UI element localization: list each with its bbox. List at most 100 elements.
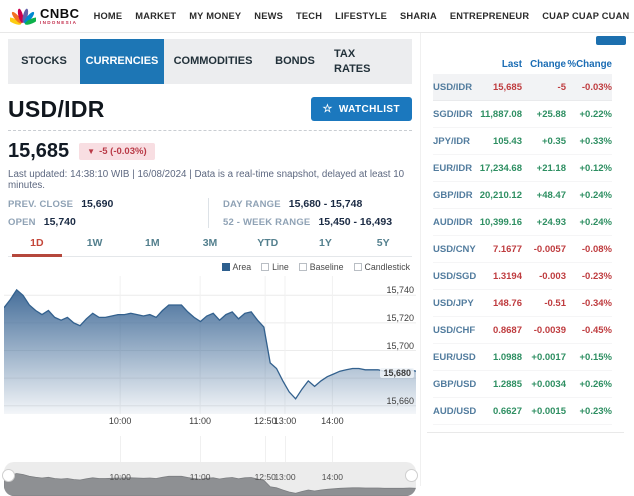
fx-pair-link[interactable]: USD/CHF <box>433 325 477 336</box>
fx-change-value: +0.0034 <box>522 379 566 390</box>
tab-currencies[interactable]: CURRENCIES <box>80 39 164 84</box>
period-3m[interactable]: 3M <box>181 237 239 256</box>
page: CNBC INDONESIA HOME MARKET MY MONEY NEWS TEC… <box>0 0 634 486</box>
fx-pair-link[interactable]: SGD/IDR <box>433 109 477 120</box>
fx-pct-value: +0.12% <box>566 163 612 174</box>
cnbc-logo[interactable]: CNBC INDONESIA <box>10 6 80 27</box>
fx-pair-link[interactable]: USD/SGD <box>433 271 477 282</box>
tab-commodities[interactable]: COMMODITIES <box>164 39 262 84</box>
watchlist-button[interactable]: ☆ WATCHLIST <box>311 97 412 121</box>
y-axis-label-15660: 15,660 <box>386 396 414 406</box>
period-1y[interactable]: 1Y <box>297 237 355 256</box>
fx-pair-link[interactable]: USD/CNY <box>433 244 477 255</box>
nav-item-sharia[interactable]: SHARIA <box>400 11 437 21</box>
navigator-label-12-50: 12:50 <box>255 472 276 482</box>
nav-item-home[interactable]: HOME <box>94 11 123 21</box>
legend-area[interactable]: Area <box>222 262 252 272</box>
peacock-icon <box>10 6 36 27</box>
navigator-gridline-13-00 <box>285 436 286 462</box>
nav-item-market[interactable]: MARKET <box>135 11 176 21</box>
fx-pct-value: +0.22% <box>566 109 612 120</box>
nav-item-news[interactable]: NEWS <box>254 11 283 21</box>
nav-item-tech[interactable]: TECH <box>296 11 322 21</box>
checkbox-candlestick-icon <box>354 263 362 271</box>
fx-last-value: 7.1677 <box>477 244 522 255</box>
fx-pair-link[interactable]: USD/JPY <box>433 298 477 309</box>
tab-tax-rates[interactable]: TAX RATES <box>328 39 388 84</box>
stat-value-prev-close: 15,690 <box>81 198 113 210</box>
fx-last-value: 105.43 <box>477 136 522 147</box>
legend-line[interactable]: Line <box>261 262 289 272</box>
current-price: 15,685 <box>8 140 69 163</box>
fx-last-value: 1.0988 <box>477 352 522 363</box>
period-1w[interactable]: 1W <box>66 237 124 256</box>
legend-baseline[interactable]: Baseline <box>299 262 344 272</box>
fx-pct-value: +0.26% <box>566 379 612 390</box>
fx-last-value: 0.8687 <box>477 325 522 336</box>
quote-title-row: USD/IDR ☆ WATCHLIST <box>8 96 412 122</box>
star-icon: ☆ <box>323 104 333 115</box>
period-5y[interactable]: 5Y <box>354 237 412 256</box>
nav-item-cuap-cuap-cuan[interactable]: CUAP CUAP CUAN <box>542 11 629 21</box>
fx-last-value: 1.3194 <box>477 271 522 282</box>
fx-pair-link[interactable]: USD/IDR <box>433 82 477 93</box>
tab-bonds[interactable]: BONDS <box>262 39 328 84</box>
period-ytd[interactable]: YTD <box>239 237 297 256</box>
stat-value-open: 15,740 <box>44 216 76 228</box>
navigator-right-handle[interactable] <box>405 469 418 482</box>
navigator-gridline-14-00 <box>332 436 333 462</box>
fx-pair-link[interactable]: GBP/IDR <box>433 190 477 201</box>
checkbox-baseline-icon <box>299 263 307 271</box>
watchlist-label: WATCHLIST <box>339 104 400 115</box>
price-change-badge: ▼ -5 (-0.03%) <box>79 143 154 160</box>
x-axis-label-13-00: 13:00 <box>274 416 297 426</box>
period-1d[interactable]: 1D <box>8 237 66 256</box>
nav-item-my-money[interactable]: MY MONEY <box>189 11 241 21</box>
navigator-left-handle[interactable] <box>2 469 15 482</box>
nav-item-entrepreneur[interactable]: ENTREPRENEUR <box>450 11 529 21</box>
price-row: 15,685 ▼ -5 (-0.03%) <box>8 140 412 162</box>
period-1m[interactable]: 1M <box>123 237 181 256</box>
nav-item-lifestyle[interactable]: LIFESTYLE <box>335 11 387 21</box>
partial-blue-button[interactable] <box>596 36 626 45</box>
fx-last-value: 15,685 <box>477 82 522 93</box>
fx-pair-link[interactable]: AUD/USD <box>433 406 477 417</box>
fx-pair-link[interactable]: GBP/USD <box>433 379 477 390</box>
fx-pair-link[interactable]: EUR/USD <box>433 352 477 363</box>
tab-stocks[interactable]: STOCKS <box>8 39 80 84</box>
fx-pair-link[interactable]: AUD/IDR <box>433 217 477 228</box>
fx-pair-link[interactable]: JPY/IDR <box>433 136 477 147</box>
fx-change-value: -0.0057 <box>522 244 566 255</box>
navigator-label-11-00: 11:00 <box>190 472 211 482</box>
fx-pair-link[interactable]: EUR/IDR <box>433 163 477 174</box>
dashed-divider <box>8 130 412 131</box>
area-chart-svg <box>4 276 416 414</box>
navigator-label-10-00: 10:00 <box>110 472 131 482</box>
legend-candlestick[interactable]: Candlestick <box>354 262 410 272</box>
y-axis-label-15680: 15,680 <box>380 368 414 378</box>
top-header: CNBC INDONESIA HOME MARKET MY MONEY NEWS TEC… <box>0 0 634 33</box>
